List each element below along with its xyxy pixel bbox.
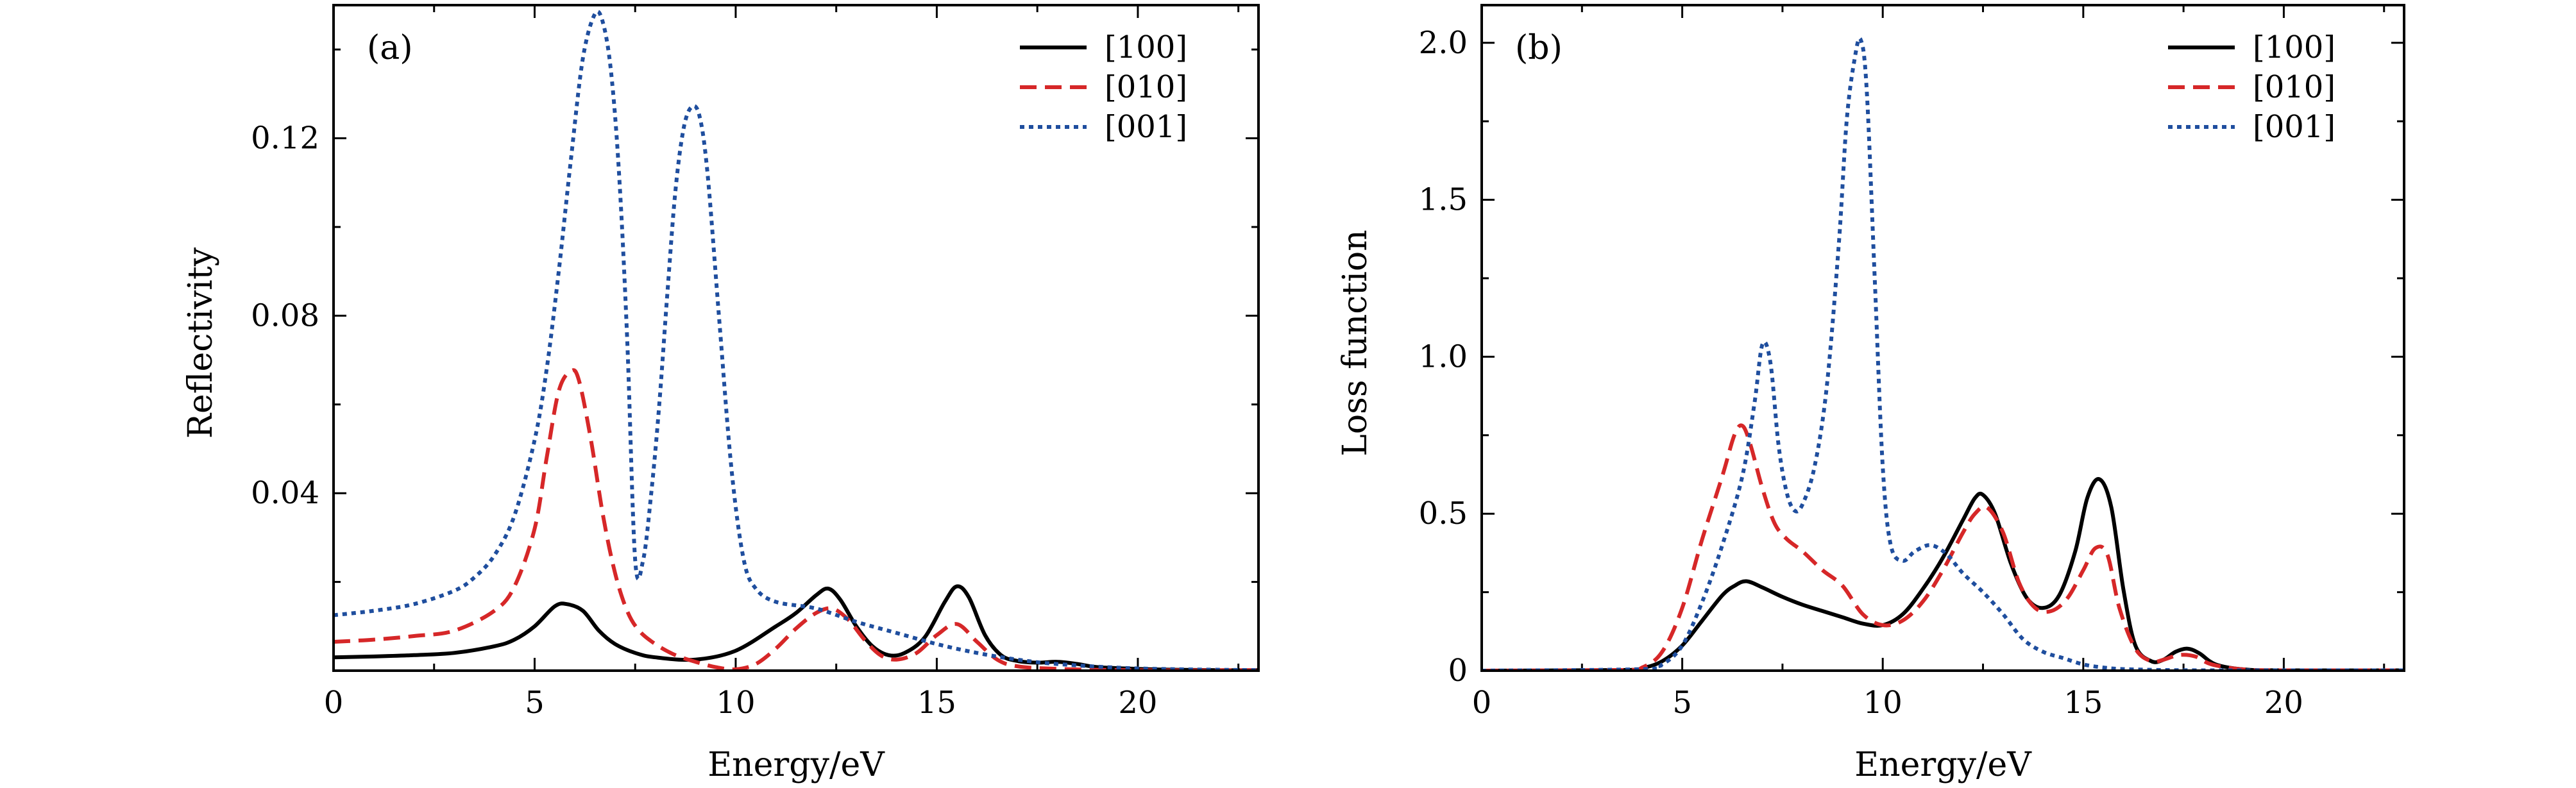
- y-axis-label: Reflectivity: [182, 247, 220, 439]
- x-axis-label: Energy/eV: [1854, 746, 2032, 784]
- y-tick-label: 0.04: [251, 475, 319, 511]
- y-tick-label: 0: [1448, 653, 1468, 689]
- tick-labels-a: 0 5 10 15 20 0.04 0.08 0.12: [251, 121, 1157, 721]
- legend-label-100: [100]: [2253, 29, 2335, 65]
- x-tick-label: 5: [1672, 685, 1692, 721]
- y-tick-label: 1.0: [1419, 339, 1468, 374]
- series-line-010: [1482, 423, 2404, 671]
- x-tick-label: 10: [716, 685, 755, 721]
- x-tick-label: 20: [2264, 685, 2303, 721]
- x-tick-label: 15: [2063, 685, 2103, 721]
- x-tick-label: 20: [1118, 685, 1157, 721]
- series-line-001: [334, 9, 1258, 671]
- panel-b: Loss function Energy/eV 0 5 10 15 20 0 0.5 1.0 1…: [1336, 4, 2405, 784]
- x-axis-label: Energy/eV: [708, 746, 885, 784]
- legend-b: [100] [010] [001]: [2168, 29, 2335, 145]
- legend-label-001: [001]: [2253, 109, 2335, 145]
- x-tick-label: 5: [525, 685, 545, 721]
- panel-label-a: (a): [367, 29, 413, 67]
- panel-label-b: (b): [1515, 29, 1563, 67]
- series-line-001: [1482, 36, 2404, 671]
- x-tick-label: 0: [1472, 685, 1492, 721]
- series-line-010: [334, 368, 1258, 671]
- lines-a: [334, 9, 1258, 671]
- y-tick-label: 2.0: [1419, 25, 1468, 61]
- legend-label-010: [010]: [1105, 69, 1187, 105]
- y-tick-label: 0.12: [251, 121, 319, 156]
- y-tick-label: 0.08: [251, 298, 319, 333]
- series-line-100: [1482, 477, 2404, 671]
- y-tick-label: 0.5: [1419, 496, 1468, 532]
- x-tick-label: 10: [1863, 685, 1902, 721]
- plot-frame-b: [1480, 4, 2405, 672]
- y-tick-label: 1.5: [1419, 182, 1468, 218]
- legend-label-100: [100]: [1105, 29, 1187, 65]
- plot-frame-a: [332, 4, 1260, 672]
- tick-labels-b: 0 5 10 15 20 0 0.5 1.0 1.5 2.0: [1419, 25, 2303, 721]
- ticks-b: [1480, 5, 2404, 672]
- x-tick-label: 0: [324, 685, 344, 721]
- y-axis-label: Loss function: [1336, 230, 1375, 456]
- panel-a: Reflectivity Energy/eV 0 5 10 15 200.040.080…: [182, 4, 1260, 784]
- x-tick-label: 15: [917, 685, 956, 721]
- legend-label-001: [001]: [1105, 109, 1187, 145]
- legend-label-010: [010]: [2253, 69, 2335, 105]
- lines-b: [1482, 36, 2404, 671]
- legend-a: [100] [010] [001]: [1020, 29, 1187, 145]
